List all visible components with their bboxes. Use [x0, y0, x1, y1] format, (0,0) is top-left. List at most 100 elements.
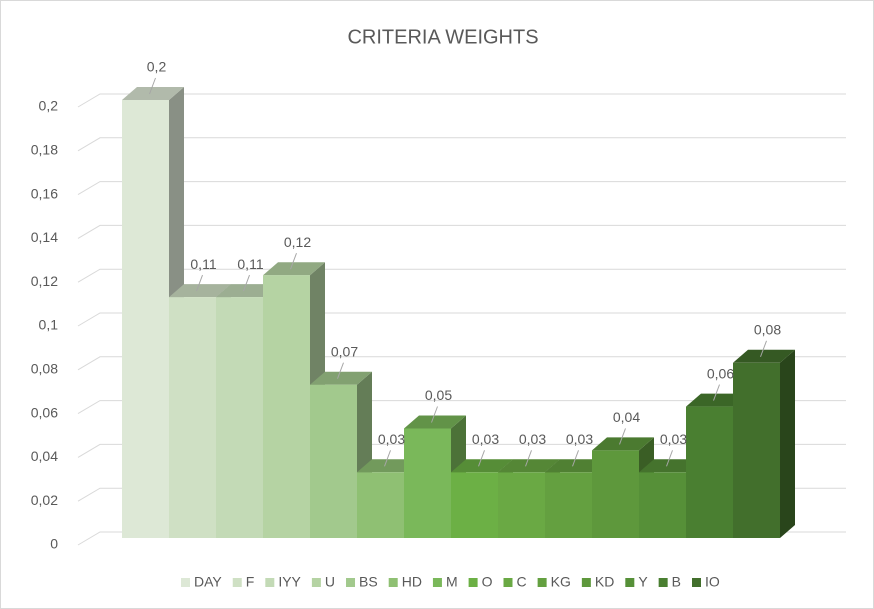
bar — [686, 406, 733, 538]
legend-label: O — [482, 574, 493, 590]
legend-swatch — [503, 578, 513, 587]
label-leader — [196, 274, 203, 292]
label-leader — [619, 428, 626, 445]
grid-line — [77, 443, 846, 458]
legend-swatch — [388, 578, 398, 587]
bar — [545, 472, 592, 538]
bar-top — [545, 459, 607, 473]
grid-line — [77, 181, 846, 196]
bar-top — [592, 437, 654, 451]
grid-line — [77, 356, 846, 371]
legend-swatch — [311, 578, 321, 587]
label-leader — [478, 450, 485, 467]
bar-top — [498, 459, 560, 473]
label-leader — [760, 340, 767, 357]
bar-top — [310, 371, 372, 385]
bar — [498, 472, 545, 538]
legend-swatch — [232, 578, 242, 587]
label-leader — [384, 450, 391, 467]
y-tick-label: 0,14 — [31, 229, 58, 245]
grid-line — [77, 137, 846, 152]
chart-title: CRITERIA WEIGHTS — [347, 26, 538, 48]
bar — [216, 297, 263, 538]
bar-top — [357, 459, 419, 473]
legend-label: DAY — [194, 574, 222, 590]
data-label: 0,03 — [472, 431, 499, 447]
data-label: 0,12 — [284, 234, 311, 250]
bar-top — [169, 284, 231, 298]
bar — [639, 472, 686, 538]
label-leader — [666, 450, 673, 467]
bar — [310, 384, 357, 538]
data-label: 0,03 — [566, 431, 593, 447]
legend-swatch — [537, 578, 547, 587]
y-tick-label: 0,04 — [31, 448, 58, 464]
label-leader — [713, 384, 720, 401]
legend-label: IYY — [278, 574, 301, 590]
legend-label: Y — [638, 574, 648, 590]
legend-swatch — [581, 578, 591, 587]
legend-swatch — [346, 578, 356, 587]
bar — [169, 297, 216, 538]
bar-top — [263, 262, 325, 276]
data-label: 0,08 — [754, 322, 781, 338]
label-leader — [243, 274, 250, 292]
bar-top — [733, 349, 795, 363]
y-tick-label: 0,12 — [31, 273, 58, 289]
y-tick-label: 0 — [50, 536, 58, 552]
y-tick-label: 0,08 — [31, 361, 58, 377]
legend-label: HD — [402, 574, 422, 590]
legend-swatch — [692, 578, 701, 587]
label-leader — [525, 450, 532, 467]
bar-side — [780, 349, 795, 538]
bar — [451, 472, 498, 538]
y-tick-label: 0,1 — [39, 317, 59, 333]
legend-swatch — [432, 578, 442, 587]
bar-top — [639, 459, 701, 473]
legend-label: U — [325, 574, 335, 590]
y-tick-label: 0,06 — [31, 404, 58, 420]
data-label: 0,06 — [707, 365, 734, 381]
legend-swatch — [658, 578, 668, 587]
legend-label: F — [246, 574, 255, 590]
data-label: 0,2 — [147, 59, 167, 75]
legend-swatch — [181, 578, 190, 587]
bar-top — [686, 393, 748, 407]
bar-top — [451, 459, 513, 473]
bar-top — [216, 284, 278, 298]
legend-label: BS — [359, 574, 378, 590]
y-tick-label: 0,2 — [39, 98, 59, 114]
label-leader — [337, 362, 344, 379]
label-leader — [431, 406, 438, 423]
data-label: 0,05 — [425, 387, 452, 403]
label-leader — [290, 253, 297, 270]
data-label: 0,07 — [331, 343, 358, 359]
legend-swatch — [468, 578, 478, 587]
legend-label: M — [446, 574, 458, 590]
y-tick-label: 0,18 — [31, 142, 58, 158]
data-label: 0,11 — [237, 256, 263, 272]
legend-label: C — [517, 574, 527, 590]
data-label: 0,11 — [190, 256, 216, 272]
bar-top — [122, 87, 184, 100]
bar — [122, 100, 169, 538]
grid-line — [77, 268, 846, 283]
legend-label: KG — [551, 574, 571, 590]
bar — [357, 472, 404, 538]
grid-line — [77, 224, 846, 239]
grid-line — [77, 312, 846, 327]
bar — [733, 362, 780, 538]
bar-top — [404, 415, 466, 429]
label-leader — [572, 450, 579, 467]
grid-line — [77, 93, 846, 108]
label-leader — [149, 77, 156, 95]
data-label: 0,04 — [613, 409, 640, 425]
data-label: 0,03 — [660, 431, 687, 447]
y-tick-label: 0,02 — [31, 492, 58, 508]
bar — [592, 450, 639, 538]
data-label: 0,03 — [519, 431, 546, 447]
legend-label: B — [672, 574, 681, 590]
grid-line — [77, 400, 846, 415]
legend-label: KD — [595, 574, 614, 590]
